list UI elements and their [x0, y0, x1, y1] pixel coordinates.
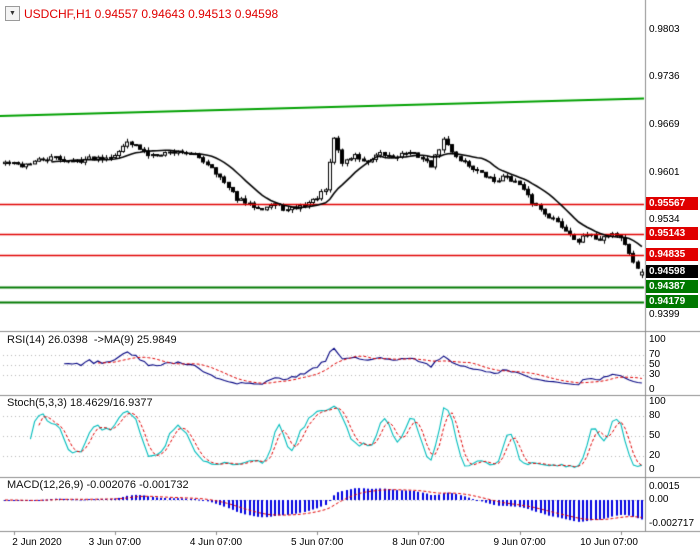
symbol-dropdown-icon[interactable]: ▼ [5, 6, 20, 21]
